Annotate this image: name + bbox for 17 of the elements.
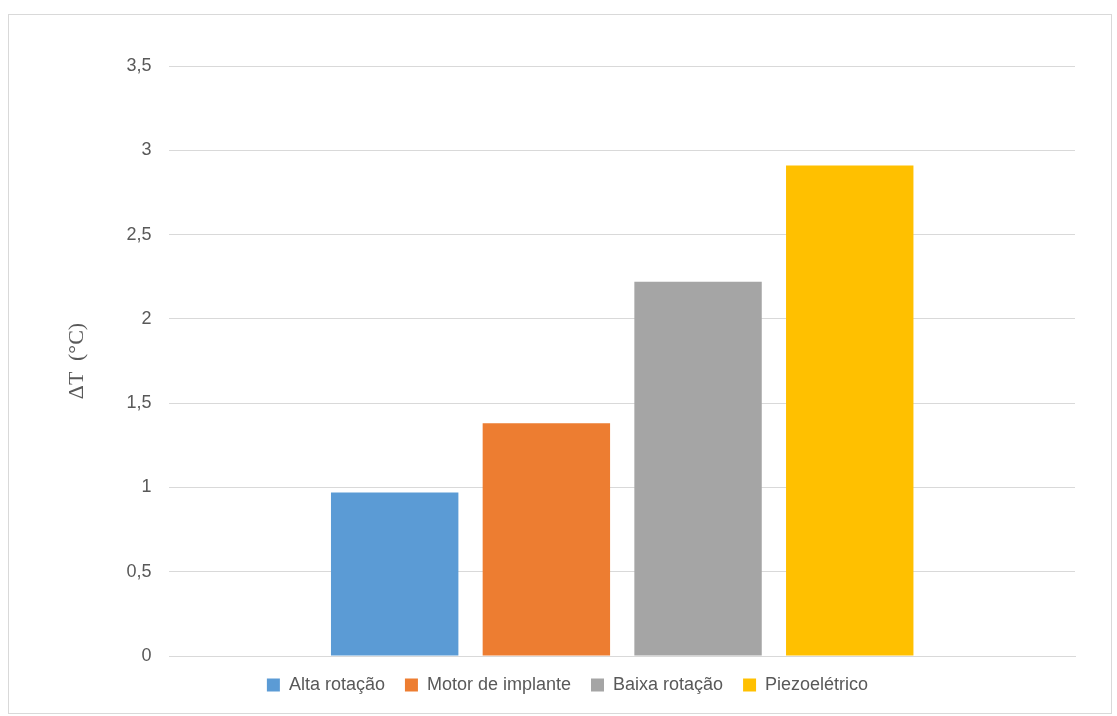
bar [482, 423, 611, 656]
legend-label: Piezoelétrico [765, 673, 869, 694]
bar [786, 165, 914, 656]
bar [330, 492, 459, 656]
y-tick-label: 3,5 [126, 54, 152, 75]
y-tick-label: 0 [141, 644, 152, 665]
legend-label: Alta rotação [288, 673, 385, 694]
y-axis-title: ΔT (°C) [62, 322, 88, 400]
y-tick-label: 3 [141, 139, 152, 160]
legend-label: Baixa rotação [613, 673, 724, 694]
y-tick-label: 2,5 [126, 223, 152, 244]
y-tick-label: 0,5 [126, 560, 152, 581]
bar [634, 281, 762, 656]
y-tick-label: 1 [141, 476, 152, 497]
legend-label: Motor de implante [426, 673, 572, 694]
y-tick-label: 2 [141, 307, 152, 328]
y-tick-label: 1,5 [126, 392, 152, 413]
